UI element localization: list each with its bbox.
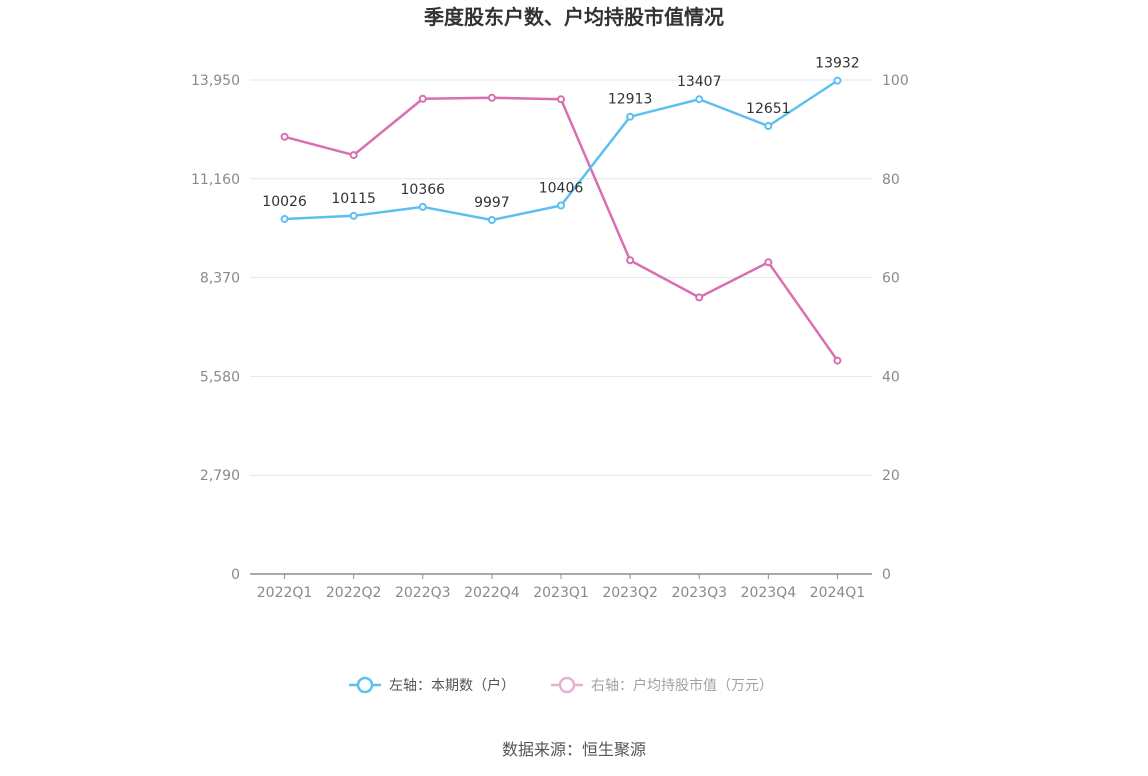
- left-axis-tick: 13,950: [191, 73, 240, 89]
- data-labels: 10026 10115 10366 9997 10406 12913 13407 12651 1…: [262, 56, 859, 211]
- chart-title: 季度股东户数、户均持股市值情况: [423, 5, 724, 29]
- legend-item-avg-value[interactable]: 右轴：户均持股市值（万元）: [551, 676, 773, 694]
- series-line-avg-value: [284, 96, 839, 362]
- left-axis-tick: 0: [231, 567, 240, 583]
- data-point[interactable]: [487, 93, 496, 102]
- data-label: 10366: [401, 182, 446, 198]
- data-label: 13407: [677, 74, 722, 90]
- data-point[interactable]: [764, 122, 773, 131]
- legend-item-holders[interactable]: 左轴：本期数（户）: [349, 676, 515, 694]
- left-axis-tick: 8,370: [200, 271, 240, 287]
- data-label: 10026: [262, 194, 307, 210]
- axes: 0 0 2,790 20 5,580 40 8,370 60 11,160 80 13,950 100…: [191, 73, 909, 601]
- data-point[interactable]: [695, 95, 704, 104]
- x-axis-tick: 2023Q1: [533, 585, 589, 601]
- right-axis-tick: 0: [882, 567, 891, 583]
- data-label: 10406: [539, 181, 584, 197]
- right-axis-tick: 60: [882, 271, 900, 287]
- source-text: 数据来源：恒生聚源: [502, 740, 646, 759]
- data-label: 12651: [746, 101, 791, 117]
- data-point[interactable]: [695, 293, 704, 302]
- data-point[interactable]: [487, 215, 496, 224]
- data-point[interactable]: [349, 211, 358, 220]
- right-axis-tick: 20: [882, 468, 900, 484]
- data-label: 13932: [815, 56, 860, 72]
- legend-marker: [558, 676, 576, 694]
- left-axis-tick: 2,790: [200, 468, 240, 484]
- data-point[interactable]: [764, 258, 773, 267]
- data-point[interactable]: [418, 94, 427, 103]
- x-axis-tick: 2023Q3: [671, 585, 727, 601]
- series: [280, 76, 842, 365]
- data-point[interactable]: [833, 76, 842, 85]
- right-axis-tick: 80: [882, 172, 900, 188]
- legend-marker: [356, 676, 374, 694]
- x-axis-tick: 2023Q2: [602, 585, 658, 601]
- data-point[interactable]: [626, 256, 635, 265]
- data-label: 10115: [331, 191, 376, 207]
- right-axis-tick: 40: [882, 369, 900, 385]
- right-axis-tick: 100: [882, 73, 909, 89]
- left-axis-tick: 5,580: [200, 369, 240, 385]
- data-label: 12913: [608, 92, 653, 108]
- data-point[interactable]: [418, 202, 427, 211]
- legend-label: 右轴：户均持股市值（万元）: [591, 677, 773, 694]
- data-point[interactable]: [280, 214, 289, 223]
- x-axis-tick: 2024Q1: [810, 585, 866, 601]
- data-point[interactable]: [349, 151, 358, 160]
- grid: [250, 79, 872, 476]
- x-axis-tick: 2022Q4: [464, 585, 520, 601]
- data-point[interactable]: [280, 132, 289, 141]
- legend-label: 左轴：本期数（户）: [389, 677, 515, 694]
- legend[interactable]: 左轴：本期数（户） 右轴：户均持股市值（万元）: [349, 676, 773, 694]
- data-point[interactable]: [626, 112, 635, 121]
- left-axis-tick: 11,160: [191, 172, 240, 188]
- x-axis-tick: 2022Q3: [395, 585, 451, 601]
- data-label: 9997: [474, 195, 510, 211]
- x-axis-tick: 2022Q2: [326, 585, 382, 601]
- data-point[interactable]: [557, 95, 565, 104]
- x-axis-tick: 2023Q4: [741, 585, 797, 601]
- x-axis-tick: 2022Q1: [257, 585, 313, 601]
- data-point[interactable]: [833, 356, 842, 365]
- data-point[interactable]: [557, 201, 565, 210]
